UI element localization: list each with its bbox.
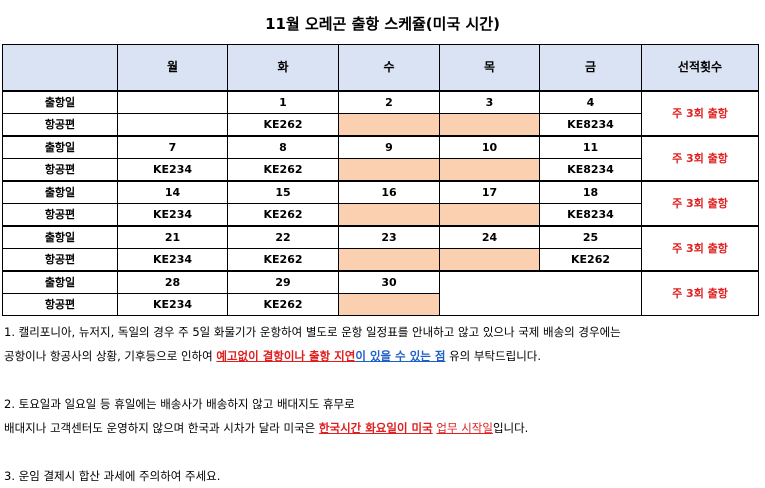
flight-cell-empty <box>439 113 540 137</box>
date-cell: 21 <box>117 225 228 249</box>
flight-cell: KE234 <box>117 203 228 227</box>
notes: 1. 캘리포니아, 뉴저지, 독일의 경우 주 5일 화물기가 운항하여 별도로… <box>4 320 764 488</box>
date-cell: 18 <box>539 180 642 204</box>
flight-cell: KE234 <box>117 158 228 182</box>
frequency-cell: 주 3회 출항 <box>641 225 759 272</box>
note-2-line-1: 2. 토요일과 일요일 등 휴일에는 배송사가 배송하지 않고 배대지도 휴무로 <box>4 397 355 411</box>
date-cell <box>117 90 228 114</box>
header-thu: 목 <box>439 44 540 92</box>
emphasis-text: 이 있을 수 있는 점 <box>355 349 446 363</box>
header-wed: 수 <box>338 44 440 92</box>
flight-cell-empty <box>439 248 540 272</box>
departure-row: 출항일 7 8 9 10 11 주 3회 출항 <box>2 135 759 182</box>
date-cell: 7 <box>117 135 228 159</box>
flight-cell-empty <box>338 248 440 272</box>
note-2-line-2: 배대지나 고객센터도 운영하지 않으며 한국과 시차가 달라 미국은 한국시간 … <box>4 416 764 440</box>
flight-cell: KE234 <box>117 293 228 316</box>
flight-cell: KE8234 <box>539 158 642 182</box>
warning-text: 업무 시작일 <box>436 421 493 435</box>
departure-row: 출항일 28 29 30 주 3회 출항 <box>2 270 759 316</box>
date-cell: 1 <box>227 90 339 114</box>
date-cell: 30 <box>338 270 440 294</box>
flight-cell-empty <box>338 158 440 182</box>
date-cell: 28 <box>117 270 228 294</box>
header-frequency: 선적횟수 <box>641 44 759 92</box>
flight-row: 항공편 KE234 KE262 KE8234 <box>2 203 759 227</box>
date-cell: 8 <box>227 135 339 159</box>
row-label: 항공편 <box>2 158 118 182</box>
flight-cell: KE262 <box>227 248 339 272</box>
departure-row: 출항일 1 2 3 4 주 3회 출항 <box>2 90 759 137</box>
note-text: 유의 부탁드립니다. <box>445 349 542 363</box>
date-cell: 17 <box>439 180 540 204</box>
frequency-cell: 주 3회 출항 <box>641 90 759 137</box>
date-cell: 4 <box>539 90 642 114</box>
note-text: 공항이나 항공사의 상황, 기후등으로 인하여 <box>4 349 217 363</box>
date-cell: 16 <box>338 180 440 204</box>
flight-cell <box>117 113 228 137</box>
header-row: 월 화 수 목 금 선적횟수 <box>2 44 759 92</box>
date-cell: 10 <box>439 135 540 159</box>
header-corner <box>2 44 118 92</box>
date-cell: 29 <box>227 270 339 294</box>
date-cell: 11 <box>539 135 642 159</box>
row-label: 항공편 <box>2 113 118 137</box>
row-label: 출항일 <box>2 270 118 294</box>
date-cell: 9 <box>338 135 440 159</box>
page-title: 11월 오레곤 출항 스케쥴(미국 시간) <box>265 15 500 33</box>
flight-cell: KE262 <box>227 203 339 227</box>
flight-cell: KE234 <box>117 248 228 272</box>
warning-text: 한국시간 화요일이 미국 <box>318 421 433 435</box>
note-1-line-1: 1. 캘리포니아, 뉴저지, 독일의 경우 주 5일 화물기가 운항하여 별도로… <box>4 325 621 339</box>
header-fri: 금 <box>539 44 642 92</box>
flight-cell-empty <box>338 113 440 137</box>
row-label: 출항일 <box>2 225 118 249</box>
row-label: 항공편 <box>2 203 118 227</box>
flight-cell: KE8234 <box>539 203 642 227</box>
warning-text: 예고없이 결항이나 출항 지연 <box>216 349 356 363</box>
flight-cell: KE262 <box>227 293 339 316</box>
note-1-line-2: 공항이나 항공사의 상황, 기후등으로 인하여 예고없이 결항이나 출항 지연이… <box>4 344 764 368</box>
flight-row: 항공편 KE234 KE262 KE262 <box>2 248 759 272</box>
date-cell: 22 <box>227 225 339 249</box>
date-cell: 3 <box>439 90 540 114</box>
note-text: 배대지나 고객센터도 운영하지 않으며 한국과 시차가 달라 미국은 <box>4 421 319 435</box>
note-text: 입니다. <box>492 421 529 435</box>
date-cell: 24 <box>439 225 540 249</box>
header-tue: 화 <box>227 44 339 92</box>
flight-cell-empty <box>338 203 440 227</box>
date-cell: 15 <box>227 180 339 204</box>
flight-cell-empty <box>338 293 440 316</box>
departure-row: 출항일 14 15 16 17 18 주 3회 출항 <box>2 180 759 227</box>
note-3: 3. 운임 결제시 합산 과세에 주의하여 주세요. <box>4 469 221 483</box>
schedule-table: 월 화 수 목 금 선적횟수 출항일 1 2 3 4 주 3회 출항 항공편 K… <box>2 44 759 316</box>
empty-cell <box>439 270 642 316</box>
date-cell: 25 <box>539 225 642 249</box>
flight-cell: KE262 <box>227 113 339 137</box>
flight-cell-empty <box>439 203 540 227</box>
date-cell: 2 <box>338 90 440 114</box>
flight-cell-empty <box>439 158 540 182</box>
frequency-cell: 주 3회 출항 <box>641 270 759 316</box>
flight-cell: KE262 <box>227 158 339 182</box>
header-mon: 월 <box>117 44 228 92</box>
flight-cell: KE262 <box>539 248 642 272</box>
date-cell: 14 <box>117 180 228 204</box>
flight-cell: KE8234 <box>539 113 642 137</box>
frequency-cell: 주 3회 출항 <box>641 180 759 227</box>
flight-row: 항공편 KE234 KE262 <box>2 293 759 316</box>
row-label: 항공편 <box>2 293 118 316</box>
frequency-cell: 주 3회 출항 <box>641 135 759 182</box>
flight-row: 항공편 KE262 KE8234 <box>2 113 759 137</box>
row-label: 출항일 <box>2 135 118 159</box>
row-label: 항공편 <box>2 248 118 272</box>
row-label: 출항일 <box>2 90 118 114</box>
date-cell: 23 <box>338 225 440 249</box>
departure-row: 출항일 21 22 23 24 25 주 3회 출항 <box>2 225 759 272</box>
row-label: 출항일 <box>2 180 118 204</box>
